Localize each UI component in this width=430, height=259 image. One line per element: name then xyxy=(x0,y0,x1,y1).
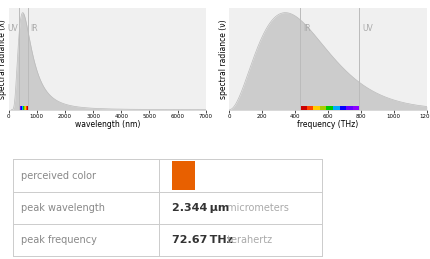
Y-axis label: spectral radiance (ν): spectral radiance (ν) xyxy=(218,19,227,98)
Text: UV: UV xyxy=(7,24,18,33)
Bar xyxy=(21,106,22,110)
Bar xyxy=(20,106,21,110)
Bar xyxy=(319,106,326,110)
Bar xyxy=(171,161,194,190)
Bar xyxy=(23,106,24,110)
Bar xyxy=(25,106,26,110)
Text: perceived color: perceived color xyxy=(21,170,96,181)
Text: micrometers: micrometers xyxy=(224,203,288,213)
Text: IR: IR xyxy=(30,24,37,33)
Text: peak wavelength: peak wavelength xyxy=(21,203,105,213)
Y-axis label: spectral radiance (λ): spectral radiance (λ) xyxy=(0,19,7,99)
Bar xyxy=(352,106,359,110)
Bar xyxy=(299,106,306,110)
Text: UV: UV xyxy=(362,24,372,33)
Text: peak frequency: peak frequency xyxy=(21,235,97,245)
Text: 2.344 µm: 2.344 µm xyxy=(171,203,228,213)
Bar xyxy=(326,106,332,110)
X-axis label: frequency (THz): frequency (THz) xyxy=(297,120,358,129)
Bar xyxy=(26,106,27,110)
Text: IR: IR xyxy=(303,24,310,33)
Bar xyxy=(345,106,352,110)
Bar xyxy=(306,106,313,110)
Bar xyxy=(27,106,28,110)
Bar xyxy=(332,106,339,110)
X-axis label: wavelength (nm): wavelength (nm) xyxy=(74,120,140,129)
Text: terahertz: terahertz xyxy=(224,235,271,245)
Bar xyxy=(24,106,25,110)
Bar xyxy=(22,106,23,110)
Bar xyxy=(339,106,345,110)
Bar xyxy=(19,106,20,110)
Text: 72.67 THz: 72.67 THz xyxy=(171,235,232,245)
Bar xyxy=(313,106,319,110)
